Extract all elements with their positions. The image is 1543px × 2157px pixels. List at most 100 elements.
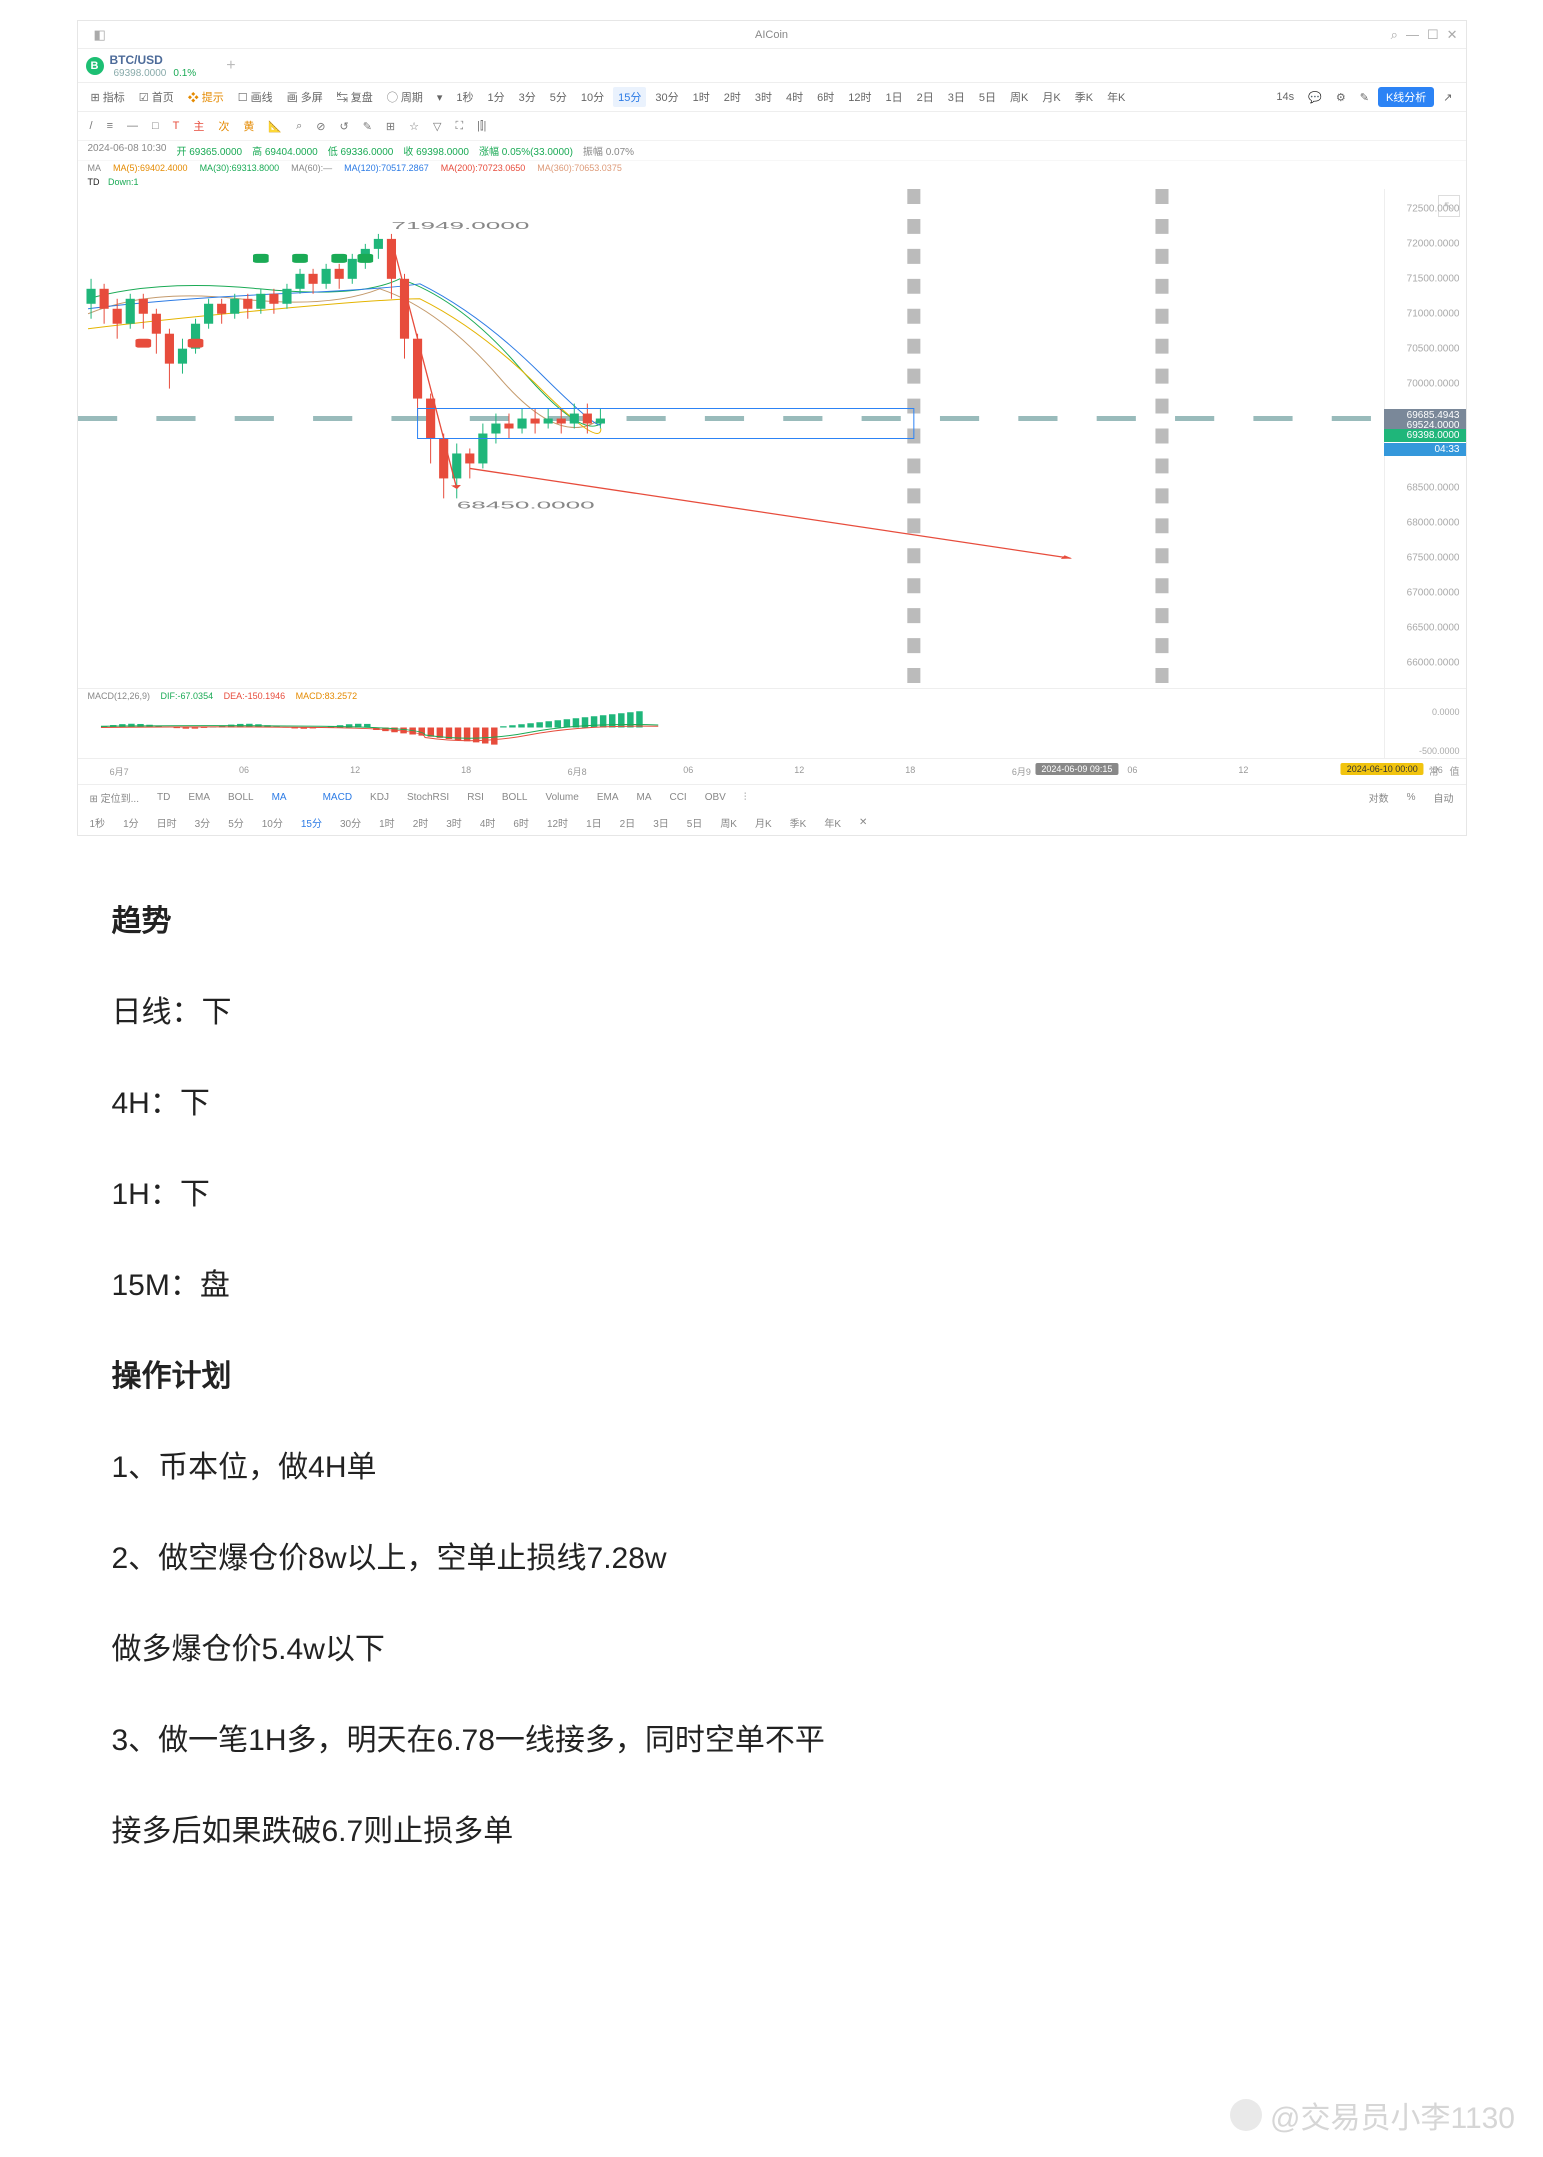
footer-opt[interactable]: 自动 bbox=[1430, 789, 1458, 806]
draw-tool[interactable]: 次 bbox=[214, 116, 233, 136]
draw-icon[interactable]: ▽ bbox=[429, 118, 445, 135]
titlebar-left-icon[interactable]: ◧ bbox=[94, 27, 106, 43]
tf2-15分[interactable]: 15分 bbox=[297, 814, 326, 831]
tf2-1时[interactable]: 1时 bbox=[375, 814, 399, 831]
symbol-tab[interactable]: BTC/USD 69398.0000 0.1% bbox=[110, 53, 197, 79]
timeframe-2时[interactable]: 2时 bbox=[719, 87, 746, 107]
footer-opt[interactable]: 对数 bbox=[1365, 789, 1393, 806]
timeframe-周K[interactable]: 周K bbox=[1005, 87, 1033, 107]
macd-chart[interactable]: MACD(12,26,9) DIF:-67.0354 DEA:-150.1946… bbox=[78, 689, 1466, 759]
close-icon[interactable]: ✕ bbox=[1447, 27, 1458, 43]
tf2-5日[interactable]: 5日 bbox=[683, 814, 707, 831]
draw-tool[interactable]: T bbox=[169, 118, 184, 134]
toolbar-item[interactable]: ☐ 画线 bbox=[233, 87, 278, 107]
toolbar-item[interactable]: ↹ 复盘 bbox=[332, 87, 378, 107]
toolbar-item[interactable]: ⊞ 指标 bbox=[86, 87, 130, 107]
indicator-RSI[interactable]: RSI bbox=[463, 791, 488, 804]
tf2-季K[interactable]: 季K bbox=[786, 814, 811, 831]
draw-tool[interactable]: 主 bbox=[189, 116, 208, 136]
timeframe-3分[interactable]: 3分 bbox=[514, 87, 541, 107]
indicator-TD[interactable]: TD bbox=[153, 791, 174, 804]
indicator-CCI[interactable]: CCI bbox=[665, 791, 690, 804]
tf2-周K[interactable]: 周K bbox=[716, 814, 741, 831]
indicator-MA[interactable]: MA bbox=[632, 791, 655, 804]
footer-opt[interactable]: % bbox=[1403, 791, 1420, 804]
tf2-3分[interactable]: 3分 bbox=[191, 814, 215, 831]
indicator-⫶[interactable]: ⫶ bbox=[740, 791, 751, 804]
draw-icon[interactable]: ✎ bbox=[359, 118, 376, 135]
timeframe-1时[interactable]: 1时 bbox=[688, 87, 715, 107]
tf2-1日[interactable]: 1日 bbox=[582, 814, 606, 831]
indicator-⊞ 定位到...[interactable]: ⊞ 定位到... bbox=[86, 789, 144, 806]
timeframe-1秒[interactable]: 1秒 bbox=[451, 87, 478, 107]
indicator-EMA[interactable]: EMA bbox=[593, 791, 623, 804]
toolbar-item[interactable]: ◯ 周期 bbox=[382, 87, 428, 107]
tf2-1分[interactable]: 1分 bbox=[119, 814, 143, 831]
tf2-2日[interactable]: 2日 bbox=[616, 814, 640, 831]
draw-tool[interactable]: □ bbox=[148, 118, 163, 134]
draw-icon[interactable]: 📐 bbox=[264, 118, 286, 135]
timeframe-3时[interactable]: 3时 bbox=[750, 87, 777, 107]
timeframe-4时[interactable]: 4时 bbox=[781, 87, 808, 107]
timeframe-10分[interactable]: 10分 bbox=[576, 87, 609, 107]
timeframe-季K[interactable]: 季K bbox=[1070, 87, 1098, 107]
draw-icon[interactable]: |⫿| bbox=[473, 118, 490, 135]
indicator-MA[interactable]: MA bbox=[268, 791, 291, 804]
timeframe-15分[interactable]: 15分 bbox=[613, 87, 646, 107]
timeframe-5分[interactable]: 5分 bbox=[545, 87, 572, 107]
maximize-icon[interactable]: ☐ bbox=[1427, 27, 1439, 43]
toolbar-right-item[interactable]: 14s bbox=[1271, 89, 1299, 105]
kline-analysis-button[interactable]: K线分析 bbox=[1378, 87, 1434, 107]
timeframe-月K[interactable]: 月K bbox=[1037, 87, 1065, 107]
tf2-3时[interactable]: 3时 bbox=[442, 814, 466, 831]
draw-icon[interactable]: ⊞ bbox=[382, 118, 399, 135]
timeframe-12时[interactable]: 12时 bbox=[843, 87, 876, 107]
indicator-[interactable] bbox=[301, 797, 309, 799]
draw-icon[interactable]: ⊘ bbox=[312, 118, 329, 135]
add-tab-button[interactable]: + bbox=[226, 57, 235, 75]
indicator-BOLL[interactable]: BOLL bbox=[498, 791, 532, 804]
tf2-1秒[interactable]: 1秒 bbox=[86, 814, 110, 831]
timeframe-6时[interactable]: 6时 bbox=[812, 87, 839, 107]
indicator-OBV[interactable]: OBV bbox=[701, 791, 730, 804]
tf2-30分[interactable]: 30分 bbox=[336, 814, 365, 831]
xaxis-opt2[interactable]: 值 bbox=[1450, 767, 1460, 778]
draw-icon[interactable]: ☆ bbox=[405, 118, 423, 135]
toolbar-item[interactable]: 画 多屏 bbox=[282, 87, 328, 107]
toolbar-right-item[interactable]: ⚙ bbox=[1331, 89, 1351, 106]
tf2-3日[interactable]: 3日 bbox=[649, 814, 673, 831]
timeframe-1分[interactable]: 1分 bbox=[483, 87, 510, 107]
draw-tool[interactable]: ≡ bbox=[103, 118, 117, 134]
toolbar-right-item[interactable]: 💬 bbox=[1303, 89, 1327, 106]
tf2-2时[interactable]: 2时 bbox=[409, 814, 433, 831]
tf2-月K[interactable]: 月K bbox=[751, 814, 776, 831]
draw-tool[interactable]: — bbox=[123, 118, 142, 134]
toolbar-right-item[interactable]: ✎ bbox=[1355, 89, 1374, 106]
indicator-BOLL[interactable]: BOLL bbox=[224, 791, 258, 804]
tf2-12时[interactable]: 12时 bbox=[543, 814, 572, 831]
tf2-✕[interactable]: ✕ bbox=[855, 816, 871, 829]
tf2-6时[interactable]: 6时 bbox=[509, 814, 533, 831]
draw-tool[interactable]: / bbox=[86, 118, 97, 134]
tf2-5分[interactable]: 5分 bbox=[224, 814, 248, 831]
indicator-KDJ[interactable]: KDJ bbox=[366, 791, 393, 804]
toolbar-item[interactable]: ☑ 首页 bbox=[134, 87, 179, 107]
timeframe-30分[interactable]: 30分 bbox=[650, 87, 683, 107]
indicator-EMA[interactable]: EMA bbox=[184, 791, 214, 804]
draw-tool[interactable]: 黄 bbox=[239, 116, 258, 136]
timeframe-2日[interactable]: 2日 bbox=[912, 87, 939, 107]
timeframe-1日[interactable]: 1日 bbox=[881, 87, 908, 107]
toolbar-item[interactable]: ❖ 提示 bbox=[183, 87, 229, 107]
tf2-4时[interactable]: 4时 bbox=[476, 814, 500, 831]
timeframe-5日[interactable]: 5日 bbox=[974, 87, 1001, 107]
timeframe-年K[interactable]: 年K bbox=[1102, 87, 1130, 107]
tf2-10分[interactable]: 10分 bbox=[258, 814, 287, 831]
share-icon[interactable]: ↗ bbox=[1438, 89, 1457, 106]
minimize-icon[interactable]: — bbox=[1406, 27, 1419, 42]
price-chart[interactable]: ↖ 71949.000068450.0000 72500.000072000.0… bbox=[78, 189, 1466, 689]
tf2-年K[interactable]: 年K bbox=[820, 814, 845, 831]
timeframe-3日[interactable]: 3日 bbox=[943, 87, 970, 107]
draw-icon[interactable]: ⌕ bbox=[292, 118, 306, 135]
indicator-StochRSI[interactable]: StochRSI bbox=[403, 791, 453, 804]
indicator-MACD[interactable]: MACD bbox=[319, 791, 356, 804]
